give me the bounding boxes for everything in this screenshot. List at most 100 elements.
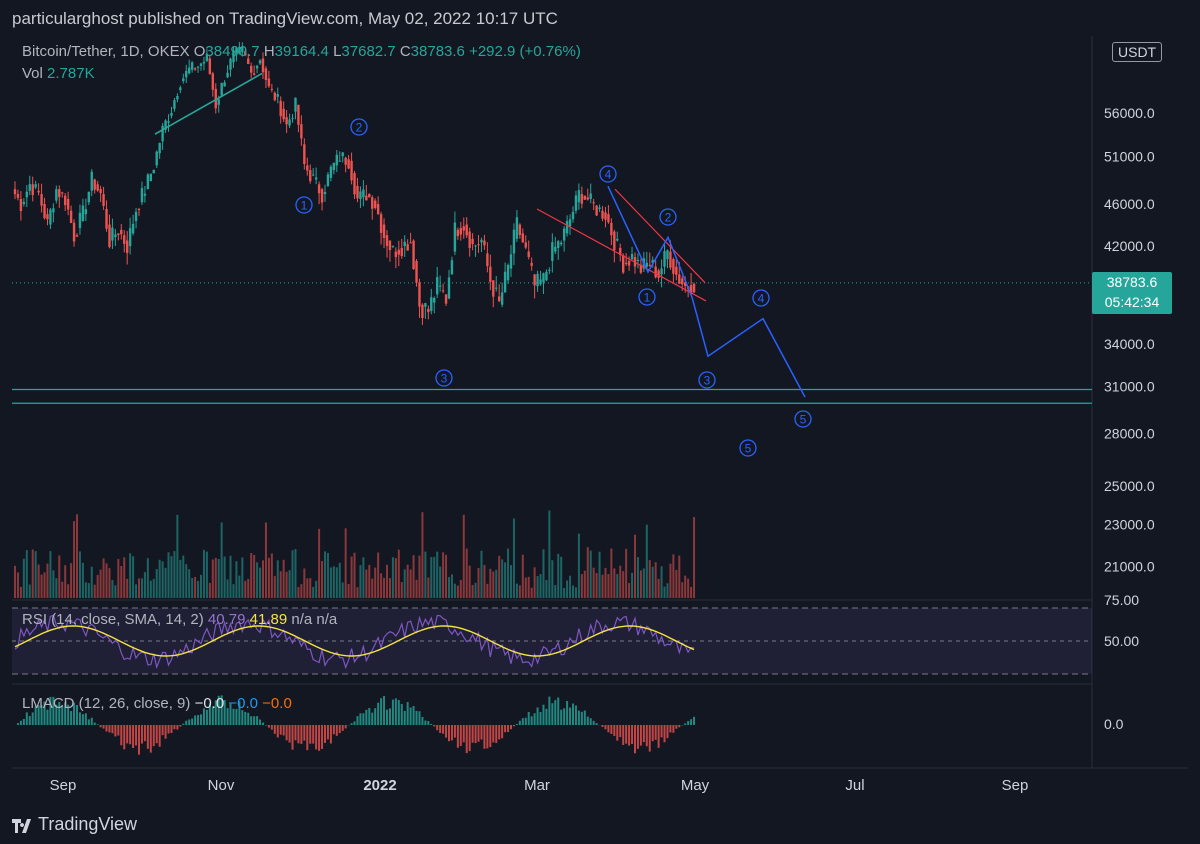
wave-label-left: 2 [356,121,363,135]
candle-body [193,68,197,70]
candle-body [63,195,67,206]
candle-body [111,227,114,241]
volume-bar [415,579,418,598]
volume-bar [270,553,273,598]
trendline-wedge-upper [614,188,706,284]
volume-bar [622,571,625,598]
currency-button[interactable]: USDT [1112,42,1163,62]
candle-body [173,100,176,109]
macd-histogram-bar [25,712,28,725]
volume-bar [551,560,554,598]
candle-body [427,308,430,313]
macd-histogram-bar [202,708,205,725]
volume-bar [645,524,648,598]
candle-body [660,268,663,275]
volume-bar [250,553,253,598]
volume-bar [412,555,415,598]
wave-label-right-circle [752,289,770,307]
macd-histogram-bar [321,725,324,749]
tradingview-logo[interactable]: TradingView [12,814,137,835]
volume-bar [504,562,507,598]
macd-histogram-bar [105,725,108,732]
macd-histogram-bar [84,713,87,725]
candle-body [651,259,654,263]
chart-frame[interactable] [12,36,1188,804]
candle-body [78,212,82,229]
macd-histogram-bar [232,708,235,725]
candle-body [285,117,288,125]
candle-body [87,191,91,203]
volume-bar [262,560,264,598]
macd-histogram-bar [474,725,477,744]
macd-histogram-bar [545,708,548,725]
volume-bar [31,549,34,598]
candle-body [648,264,651,266]
macd-histogram-bar [16,723,19,725]
change-value: +292.9 (+0.76%) [469,43,581,60]
macd-histogram-bar [179,725,182,727]
candle-body [196,66,200,68]
volume-bar [486,583,489,598]
volume-bar [406,564,409,598]
candle-body [586,197,589,200]
volume-bar [489,568,492,598]
volume-bar [580,574,583,598]
macd-histogram-bar [406,702,409,725]
candle-body [524,242,527,248]
macd-histogram-bar [572,703,574,725]
volume-bar [598,551,601,598]
macd-histogram-bar [639,725,642,746]
macd-histogram-bar [188,719,191,725]
macd-histogram-bar [226,708,229,725]
macd-histogram-bar [501,725,504,739]
close-value: 38783.6 [410,43,465,60]
volume-bar [672,554,675,598]
volume-bar [303,568,306,598]
macd-histogram-bar [140,725,143,744]
macd-histogram-bar [152,725,155,747]
macd-histogram-bar [76,704,78,725]
candle-body [453,222,457,252]
volume-bar [545,579,548,598]
volume-bar [480,550,483,598]
macd-histogram-bar [450,725,453,741]
macd-histogram-bar [176,725,179,730]
macd-histogram-bar [223,700,226,725]
rsi-tick-label: 50.00 [1104,633,1139,649]
candle-body [400,247,403,257]
volume-bar [318,528,321,598]
macd-histogram-bar [687,720,690,725]
candle-body [492,280,495,297]
volume-bar [226,579,229,598]
macd-histogram-bar [241,710,244,725]
volume-bar [394,558,397,598]
candle-body [403,241,406,247]
volume-bar [371,578,374,598]
volume-bar [138,578,140,598]
volume-bar [607,573,610,598]
volume-bar [117,559,120,598]
candle-body [232,50,235,63]
candle-body [66,198,70,210]
candle-body [170,112,173,116]
macd-histogram-bar [164,725,167,739]
price-tick-label: 21000.0 [1104,559,1155,575]
lmacd-label: LMACD (12, 26, close, 9) [22,695,191,712]
volume-bar [123,557,126,598]
candle-body [678,274,681,284]
candle-body [430,297,433,311]
volume-bar [185,564,188,598]
macd-histogram-bar [78,712,81,725]
rsi-na-2: n/a [316,611,338,628]
macd-histogram-bar [371,712,374,725]
volume-bar [67,584,70,598]
macd-histogram-bar [132,725,135,749]
volume-bar [267,557,270,598]
volume-bar [433,556,436,598]
macd-histogram-bar [415,710,418,725]
volume-bar [64,565,67,598]
candle-body [362,189,365,198]
macd-histogram-bar [155,725,158,744]
candle-body [571,211,575,220]
